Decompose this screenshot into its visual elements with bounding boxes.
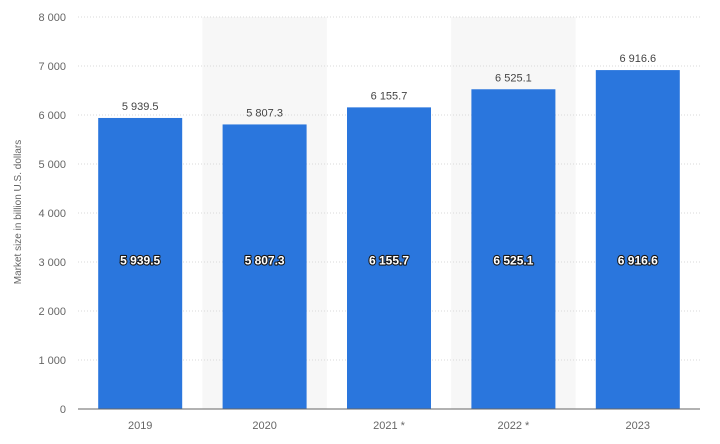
bar-inner-value-label: 6 155.7: [369, 253, 409, 267]
x-axis-ticks: 2019 2020 2021 * 2022 * 2023: [128, 420, 650, 432]
bar-value-label: 5 939.5: [122, 101, 159, 113]
y-axis-label: Market size in billion U.S. dollars: [13, 140, 24, 285]
y-axis-ticks: 0 1 000 2 000 3 000 4 000 5 000 6 000 7 000 8 00…: [38, 12, 66, 416]
bar-value-label: 6 916.6: [619, 53, 656, 65]
bar-inner-value-label: 5 939.5: [120, 253, 160, 267]
bar-value-label: 6 525.1: [495, 72, 532, 84]
y-tick-label: 8 000: [38, 12, 66, 24]
y-tick-label: 3 000: [38, 257, 66, 269]
x-tick-label: 2023: [626, 420, 650, 432]
y-tick-label: 5 000: [38, 159, 66, 171]
bar-inner-value-label: 6 916.6: [618, 253, 658, 267]
bar-inner-value-label: 6 525.1: [493, 253, 533, 267]
bars: 5 939.5 5 939.5 5 807.3 5 807.3 6 155.7 6 155…: [98, 53, 680, 410]
bar-inner-value-label: 5 807.3: [245, 253, 285, 267]
bar: [222, 124, 307, 410]
y-tick-label: 7 000: [38, 61, 66, 73]
y-tick-label: 6 000: [38, 110, 66, 122]
bar: [471, 89, 556, 409]
y-tick-label: 4 000: [38, 208, 66, 220]
bar: [347, 107, 431, 409]
bar-value-label: 6 155.7: [371, 90, 408, 102]
y-tick-label: 1 000: [38, 355, 66, 367]
bar: [595, 70, 680, 409]
x-tick-label: 2020: [252, 420, 276, 432]
x-tick-label: 2022 *: [497, 420, 530, 432]
y-tick-label: 0: [60, 404, 66, 416]
y-tick-label: 2 000: [38, 306, 66, 318]
bar: [98, 117, 183, 409]
bar-value-label: 5 807.3: [246, 107, 283, 119]
x-tick-label: 2021 *: [373, 420, 406, 432]
x-tick-label: 2019: [128, 420, 152, 432]
